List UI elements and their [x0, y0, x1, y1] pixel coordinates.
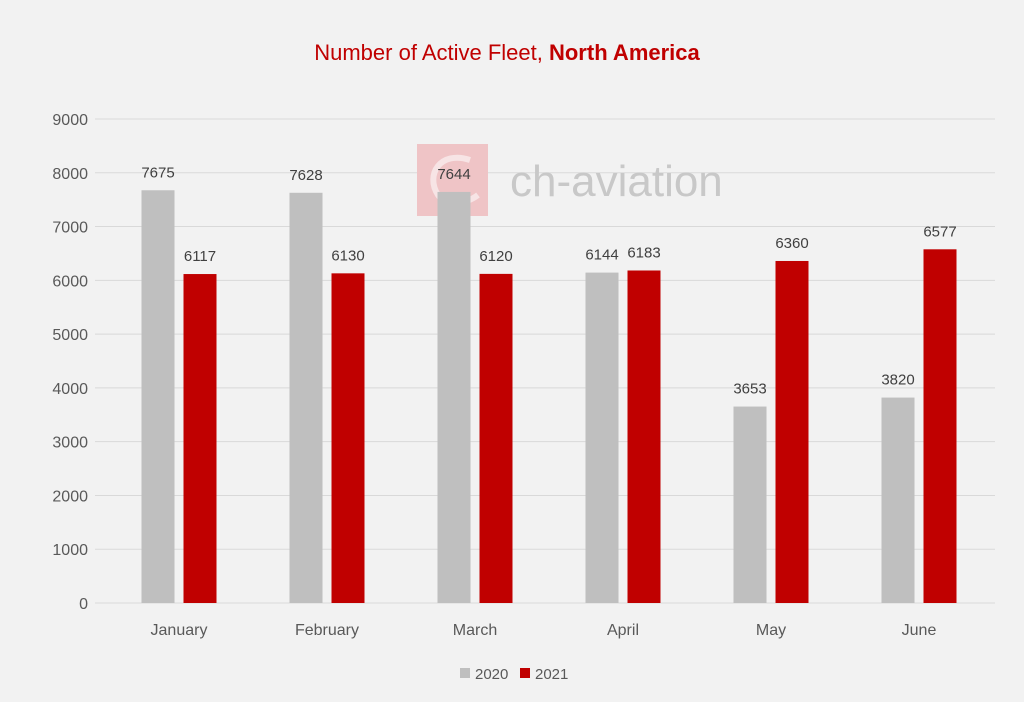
legend-swatch-2020: [460, 668, 470, 678]
chart-title: Number of Active Fleet, North America: [314, 40, 700, 65]
data-label: 7628: [289, 167, 322, 184]
legend-label-2020: 2020: [475, 666, 508, 683]
y-tick-label: 7000: [52, 220, 88, 237]
gridlines: [95, 118, 995, 604]
legend: 2020 2021: [460, 666, 568, 683]
bars: 7675 6117 7628 6130 7644 6120 6144 6183 3653 6360…: [141, 164, 957, 603]
bar-2021-march: [479, 273, 513, 603]
data-label: 6130: [331, 247, 364, 264]
watermark-text: ch-aviation: [510, 157, 723, 206]
x-tick-label: June: [902, 622, 937, 639]
y-axis: 0 1000 2000 3000 4000 5000 6000 7000 8000 9000: [52, 112, 88, 613]
data-label: 3653: [733, 381, 766, 398]
x-tick-label: February: [295, 622, 359, 639]
bar-2020-february: [289, 192, 323, 603]
bar-2021-january: [183, 274, 217, 603]
y-tick-label: 3000: [52, 435, 88, 452]
data-label: 6144: [585, 247, 618, 264]
x-tick-label: May: [756, 622, 786, 639]
bar-2021-february: [331, 273, 365, 603]
y-tick-label: 8000: [52, 166, 88, 183]
x-tick-label: January: [151, 622, 208, 639]
y-tick-label: 5000: [52, 327, 88, 344]
bar-2020-may: [733, 406, 767, 603]
data-label: 6183: [627, 244, 660, 261]
x-axis: January February March April May June: [151, 622, 937, 639]
legend-swatch-2021: [520, 668, 530, 678]
bar-2021-may: [775, 260, 809, 603]
data-label: 6577: [923, 223, 956, 240]
data-label: 6120: [479, 248, 512, 265]
y-tick-label: 2000: [52, 488, 88, 505]
bar-2020-june: [881, 397, 915, 603]
bar-2020-march: [437, 191, 471, 603]
bar-2021-april: [627, 270, 661, 603]
bar-2020-january: [141, 190, 175, 603]
bar-2021-june: [923, 249, 957, 603]
legend-label-2021: 2021: [535, 666, 568, 683]
y-tick-label: 4000: [52, 381, 88, 398]
x-tick-label: March: [453, 622, 497, 639]
data-label: 3820: [881, 372, 914, 389]
data-label: 6117: [184, 248, 216, 265]
y-tick-label: 6000: [52, 273, 88, 290]
y-tick-label: 9000: [52, 112, 88, 129]
chart-title-text: Number of Active Fleet,: [314, 40, 549, 65]
y-tick-label: 0: [79, 596, 88, 613]
x-tick-label: April: [607, 622, 639, 639]
y-tick-label: 1000: [52, 542, 88, 559]
chart-title-bold: North America: [549, 40, 701, 65]
data-label: 7675: [141, 164, 174, 181]
bar-2020-april: [585, 272, 619, 603]
data-label: 7644: [437, 166, 470, 183]
data-label: 6360: [775, 235, 808, 252]
